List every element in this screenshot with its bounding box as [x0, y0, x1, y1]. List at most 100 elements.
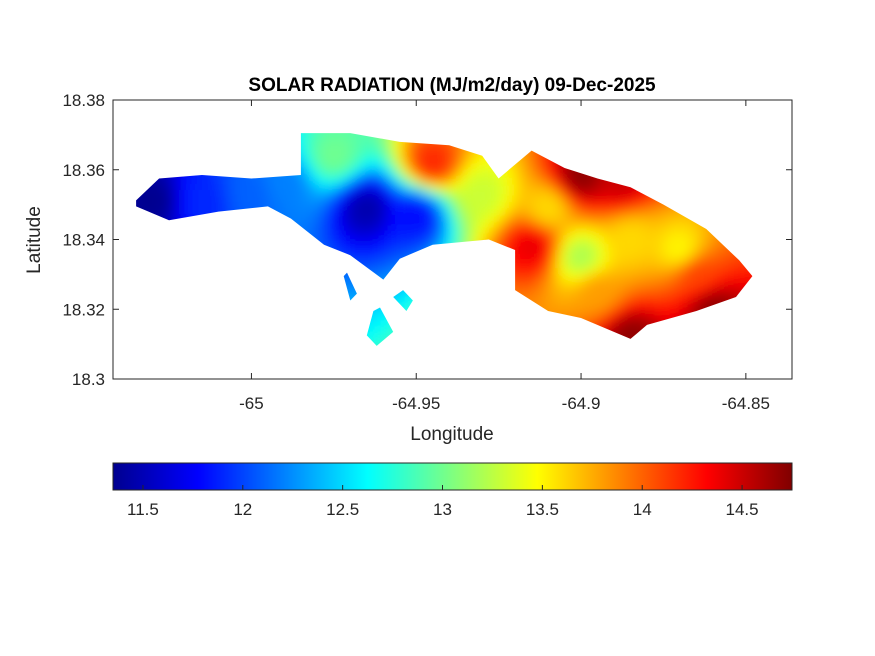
- field-cell: [347, 196, 354, 203]
- field-cell: [617, 238, 624, 245]
- field-cell: [623, 268, 630, 275]
- field-cell: [581, 226, 588, 233]
- field-cell: [467, 190, 474, 197]
- field-cell: [377, 172, 384, 179]
- field-cell: [377, 232, 384, 239]
- field-cell: [725, 286, 732, 293]
- field-cell: [545, 286, 552, 293]
- field-cell: [293, 184, 300, 191]
- field-cell: [353, 166, 360, 173]
- field-cell: [323, 202, 330, 209]
- field-cell: [395, 154, 402, 161]
- field-cell: [527, 286, 534, 293]
- field-cell: [305, 208, 312, 215]
- field-cell: [605, 256, 612, 263]
- field-cell: [509, 220, 516, 227]
- field-cell: [647, 220, 654, 227]
- field-cell: [503, 184, 510, 191]
- field-cell: [245, 178, 252, 185]
- field-cell: [137, 196, 144, 203]
- field-cell: [197, 172, 204, 179]
- field-cell: [557, 298, 564, 305]
- field-cell: [461, 166, 468, 173]
- field-cell: [443, 142, 450, 149]
- field-cell: [437, 202, 444, 209]
- field-cell: [179, 190, 186, 197]
- field-cell: [353, 184, 360, 191]
- field-cell: [401, 160, 408, 167]
- field-cell: [365, 232, 372, 239]
- field-cell: [605, 268, 612, 275]
- field-cell: [605, 232, 612, 239]
- field-cell: [569, 256, 576, 263]
- field-cell: [545, 196, 552, 203]
- field-cell: [545, 292, 552, 299]
- field-cell: [557, 304, 564, 311]
- field-cell: [305, 196, 312, 203]
- field-cell: [425, 232, 432, 239]
- field-cell: [191, 178, 198, 185]
- field-cell: [335, 196, 342, 203]
- field-cell: [467, 208, 474, 215]
- field-cell: [191, 184, 198, 191]
- field-cell: [701, 280, 708, 287]
- field-cell: [749, 274, 753, 281]
- field-cell: [683, 286, 690, 293]
- field-cell: [317, 136, 324, 143]
- field-cell: [473, 154, 480, 161]
- field-cell: [545, 226, 552, 233]
- field-cell: [539, 166, 546, 173]
- field-cell: [497, 178, 504, 185]
- field-cell: [635, 268, 642, 275]
- field-cell: [335, 220, 342, 227]
- field-cell: [617, 268, 624, 275]
- field-cell: [383, 148, 390, 155]
- field-cell: [647, 304, 654, 311]
- field-cell: [689, 232, 696, 239]
- field-cell: [659, 286, 666, 293]
- field-cell: [371, 160, 378, 167]
- field-cell: [179, 184, 186, 191]
- field-cell: [743, 268, 750, 275]
- field-cell: [497, 238, 504, 245]
- field-cell: [653, 298, 660, 305]
- field-cell: [707, 274, 714, 281]
- field-cell: [371, 166, 378, 173]
- field-cell: [677, 304, 684, 311]
- field-cell: [623, 316, 630, 323]
- field-cell: [425, 190, 432, 197]
- field-cell: [593, 304, 600, 311]
- field-cell: [263, 184, 270, 191]
- field-cell: [359, 172, 366, 179]
- field-cell: [551, 226, 558, 233]
- field-cell: [539, 280, 546, 287]
- field-cell: [551, 196, 558, 203]
- field-cell: [323, 136, 330, 143]
- field-cell: [617, 250, 624, 257]
- field-cell: [311, 160, 318, 167]
- field-cell: [383, 220, 390, 227]
- field-cell: [437, 178, 444, 185]
- field-cell: [677, 280, 684, 287]
- field-cell: [581, 178, 588, 185]
- field-cell: [455, 232, 462, 239]
- field-cell: [299, 202, 306, 209]
- field-cell: [503, 214, 510, 221]
- field-cell: [545, 304, 552, 311]
- field-cell: [353, 256, 360, 263]
- field-cell: [437, 232, 444, 239]
- field-cell: [347, 133, 354, 137]
- field-cell: [539, 232, 546, 239]
- field-cell: [533, 154, 540, 161]
- field-cell: [677, 214, 684, 221]
- field-cell: [311, 184, 318, 191]
- field-cell: [587, 232, 594, 239]
- field-cell: [185, 178, 192, 185]
- field-cell: [623, 250, 630, 257]
- plot-area: -65 -64.95 -64.9 -64.8518.318.3218.3418.361…: [62, 91, 793, 413]
- field-cell: [569, 184, 576, 191]
- field-cell: [293, 214, 300, 221]
- field-cell: [419, 244, 426, 251]
- field-cell: [665, 304, 672, 311]
- field-cell: [467, 160, 474, 167]
